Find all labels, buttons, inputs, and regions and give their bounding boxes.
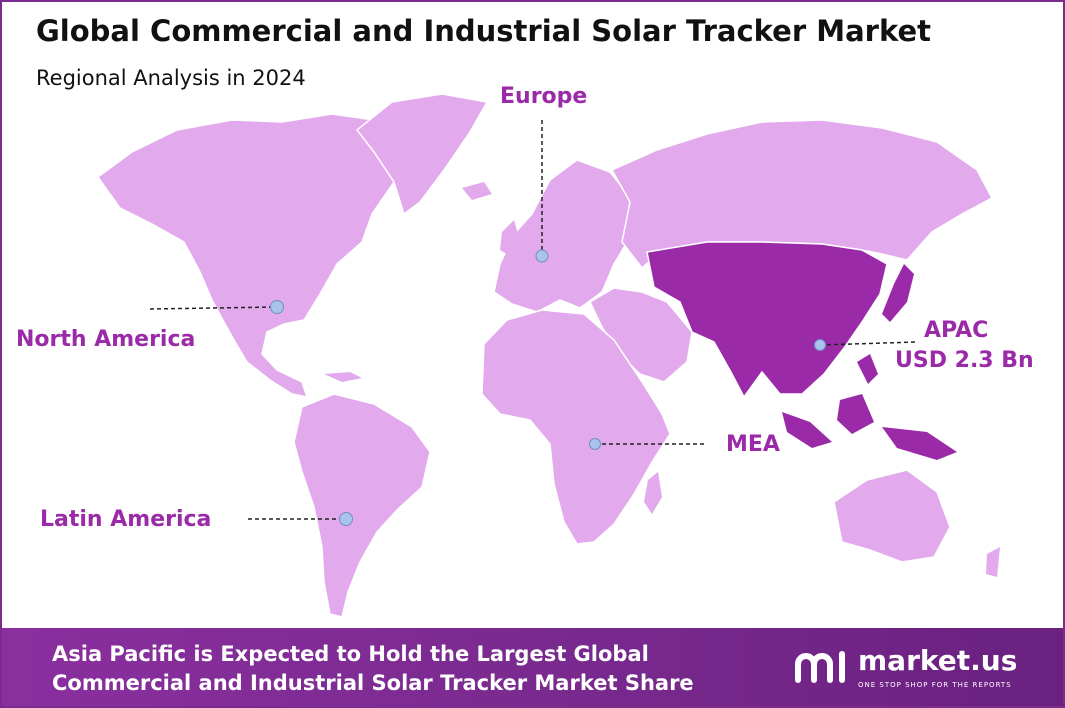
- mea-label: MEA: [726, 432, 780, 457]
- logo-tagline: ONE STOP SHOP FOR THE REPORTS: [858, 681, 1012, 689]
- north-america-landmass: [96, 113, 403, 398]
- footer-statement: Asia Pacific is Expected to Hold the Lar…: [52, 640, 694, 698]
- north-america-label: North America: [16, 327, 196, 352]
- africa-landmass: [481, 309, 671, 545]
- uk-landmass: [500, 220, 520, 256]
- apac-label: APAC: [924, 318, 989, 343]
- market-us-logo-icon: [795, 651, 845, 683]
- australia-landmass: [833, 469, 951, 563]
- latin-america-marker: [339, 512, 353, 526]
- footer-line-2: Commercial and Industrial Solar Tracker …: [52, 671, 694, 695]
- latin-america-label: Latin America: [40, 507, 212, 532]
- north-america-marker: [270, 300, 284, 314]
- europe-label: Europe: [500, 84, 588, 109]
- footer-line-1: Asia Pacific is Expected to Hold the Lar…: [52, 642, 649, 666]
- apac-marker: [814, 339, 826, 351]
- apac-leader-line: [819, 341, 917, 346]
- southeast-asia-islands: [782, 354, 957, 460]
- apac-value-label: USD 2.3 Bn: [895, 348, 1034, 373]
- footer-banner: Asia Pacific is Expected to Hold the Lar…: [2, 628, 1063, 706]
- logo-name: market.us: [858, 644, 1018, 677]
- iceland-landmass: [462, 182, 492, 200]
- page-subtitle: Regional Analysis in 2024: [36, 66, 306, 90]
- world-map: [96, 93, 1000, 618]
- apac-landmass: [646, 241, 888, 399]
- madagascar-landmass: [644, 472, 662, 514]
- caribbean-islands: [324, 372, 362, 382]
- north-america-leader-line: [149, 306, 277, 310]
- japan-landmass: [882, 264, 914, 322]
- south-america-landmass: [293, 393, 431, 618]
- new-zealand-landmass: [986, 547, 1000, 577]
- europe-marker: [535, 249, 549, 263]
- market-us-logo: market.us ONE STOP SHOP FOR THE REPORTS: [792, 644, 1042, 694]
- mea-marker: [589, 438, 601, 450]
- greenland-landmass: [355, 93, 489, 216]
- page-title: Global Commercial and Industrial Solar T…: [36, 14, 931, 48]
